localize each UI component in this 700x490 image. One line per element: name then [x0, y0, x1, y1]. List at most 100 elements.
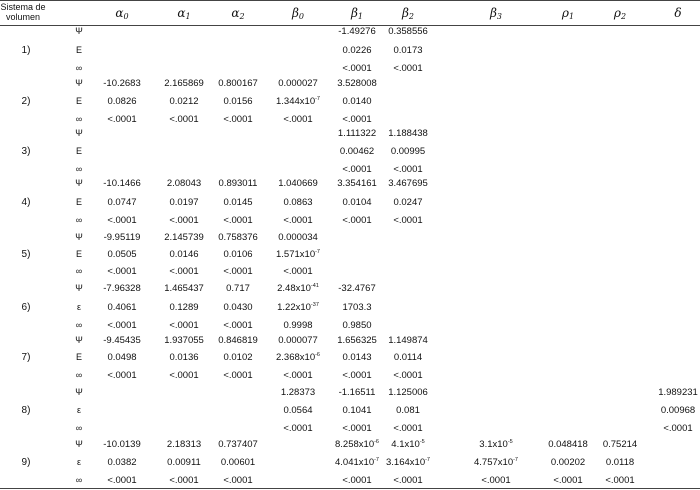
table-cell: 0.0145 — [223, 197, 253, 208]
header-β2: β2 — [401, 6, 415, 21]
table-cell: -1.16511 — [338, 387, 376, 398]
table-cell: 1703.3 — [342, 302, 372, 313]
table-cell: <.0001 — [283, 266, 313, 277]
table-cell: 3.354161 — [337, 178, 377, 189]
table-cell: <.0001 — [342, 475, 372, 486]
table-cell: 4.041x10-7 — [335, 457, 379, 468]
table-cell: 0.0173 — [393, 45, 423, 56]
table-cell: 0.048418 — [548, 439, 588, 450]
table-cell: 0.00202 — [550, 457, 586, 468]
header-β1: β1 — [350, 6, 364, 21]
table-cell: 1.149874 — [388, 335, 428, 346]
system-label: 5) — [21, 249, 31, 260]
table-cell: <.0001 — [283, 215, 313, 226]
system-label: 7) — [21, 352, 31, 363]
table-cell: 0.0146 — [169, 249, 199, 260]
table-cell: <.0001 — [107, 266, 137, 277]
table-cell: <.0001 — [342, 114, 372, 125]
table-cell: 1.571x10-7 — [276, 249, 320, 260]
table-cell: 0.4061 — [107, 302, 137, 313]
table-cell: 0.00911 — [167, 457, 201, 468]
row-statistic-symbol: E — [75, 197, 82, 207]
table-cell: 1.125006 — [388, 387, 428, 398]
table-cell: 1.465437 — [164, 283, 204, 294]
table-cell: 0.0498 — [107, 352, 137, 363]
table-cell: <.0001 — [169, 215, 199, 226]
header-α0: α0 — [115, 6, 129, 21]
table-cell: 0.0102 — [223, 352, 253, 363]
system-label: 8) — [21, 405, 31, 416]
row-statistic-symbol: ∞ — [75, 266, 83, 276]
header-α2: α2 — [231, 6, 245, 21]
table-cell: 0.0826 — [107, 96, 137, 107]
table-cell: <.0001 — [107, 114, 137, 125]
row-statistic-symbol: ∞ — [75, 215, 83, 225]
row-statistic-symbol: ε — [76, 457, 81, 467]
table-cell: <.0001 — [107, 320, 137, 331]
table-cell: 1.28373 — [280, 387, 316, 398]
table-cell: -7.96328 — [103, 283, 141, 294]
table-cell: 0.0564 — [283, 405, 313, 416]
table-cell: 0.0156 — [223, 96, 253, 107]
table-header: Sistema de volumen α0 α1 α2 β0 β1 β2 β3 ρ1 ρ2 δ — [0, 0, 700, 26]
row-statistic-symbol: E — [75, 96, 82, 106]
table-cell: <.0001 — [107, 475, 137, 486]
table-cell: <.0001 — [393, 423, 423, 434]
system-label: 6) — [21, 302, 31, 313]
table-cell: 0.0247 — [393, 197, 423, 208]
table-cell: 2.18313 — [166, 439, 202, 450]
table-cell: 3.164x10-7 — [386, 457, 430, 468]
table-cell: -10.0139 — [103, 439, 141, 450]
table-cell: 0.000034 — [278, 232, 318, 243]
table-cell: 3.467695 — [388, 178, 428, 189]
header-β0: β0 — [291, 6, 305, 21]
row-statistic-symbol: Ψ — [75, 387, 83, 397]
table-cell: <.0001 — [393, 215, 423, 226]
table-cell: 0.846819 — [218, 335, 258, 346]
table-cell: <.0001 — [169, 266, 199, 277]
row-statistic-symbol: Ψ — [75, 26, 83, 36]
row-statistic-symbol: ε — [76, 405, 81, 415]
table-cell: 0.9998 — [283, 320, 313, 331]
row-statistic-symbol: Ψ — [75, 335, 83, 345]
table-cell: 0.000077 — [278, 335, 318, 346]
row-statistic-symbol: Ψ — [75, 232, 83, 242]
table-cell: 1.040669 — [278, 178, 318, 189]
table-cell: 1.188438 — [388, 128, 428, 139]
table-cell: <.0001 — [342, 63, 372, 74]
table-cell: 3.1x10-5 — [479, 439, 513, 450]
table-cell: <.0001 — [223, 114, 253, 125]
table-cell: <.0001 — [107, 370, 137, 381]
row-statistic-symbol: ∞ — [75, 114, 83, 124]
system-label: 3) — [21, 146, 31, 157]
row-statistic-symbol: E — [75, 45, 82, 55]
table-cell: 0.0212 — [169, 96, 199, 107]
table-cell: <.0001 — [223, 320, 253, 331]
table-cell: -9.95119 — [103, 232, 141, 243]
table-cell: 0.0430 — [223, 302, 253, 313]
table-cell: 4.1x10-5 — [391, 439, 425, 450]
table-cell: 0.800167 — [218, 78, 258, 89]
table-cell: 0.0104 — [342, 197, 372, 208]
system-label: 4) — [21, 197, 31, 208]
table-cell: <.0001 — [223, 475, 253, 486]
row-statistic-symbol: Ψ — [75, 78, 83, 88]
system-label: 2) — [21, 96, 31, 107]
table-cell: <.0001 — [481, 475, 511, 486]
table-cell: <.0001 — [393, 63, 423, 74]
table-cell: <.0001 — [169, 475, 199, 486]
table-cell: <.0001 — [342, 423, 372, 434]
header-ρ1: ρ1 — [561, 6, 575, 21]
table-cell: 0.0106 — [223, 249, 253, 260]
table-cell: <.0001 — [169, 320, 199, 331]
table-cell: <.0001 — [553, 475, 583, 486]
table-cell: 1.22x10-37 — [277, 302, 319, 313]
table-cell: 0.0226 — [342, 45, 372, 56]
table-cell: 0.0136 — [169, 352, 199, 363]
table-cell: 0.00968 — [660, 405, 696, 416]
table-cell: 0.0747 — [107, 197, 137, 208]
table-cell: <.0001 — [605, 475, 635, 486]
row-statistic-symbol: ∞ — [75, 475, 83, 485]
table-cell: <.0001 — [393, 475, 423, 486]
table-cell: 0.081 — [396, 405, 420, 416]
